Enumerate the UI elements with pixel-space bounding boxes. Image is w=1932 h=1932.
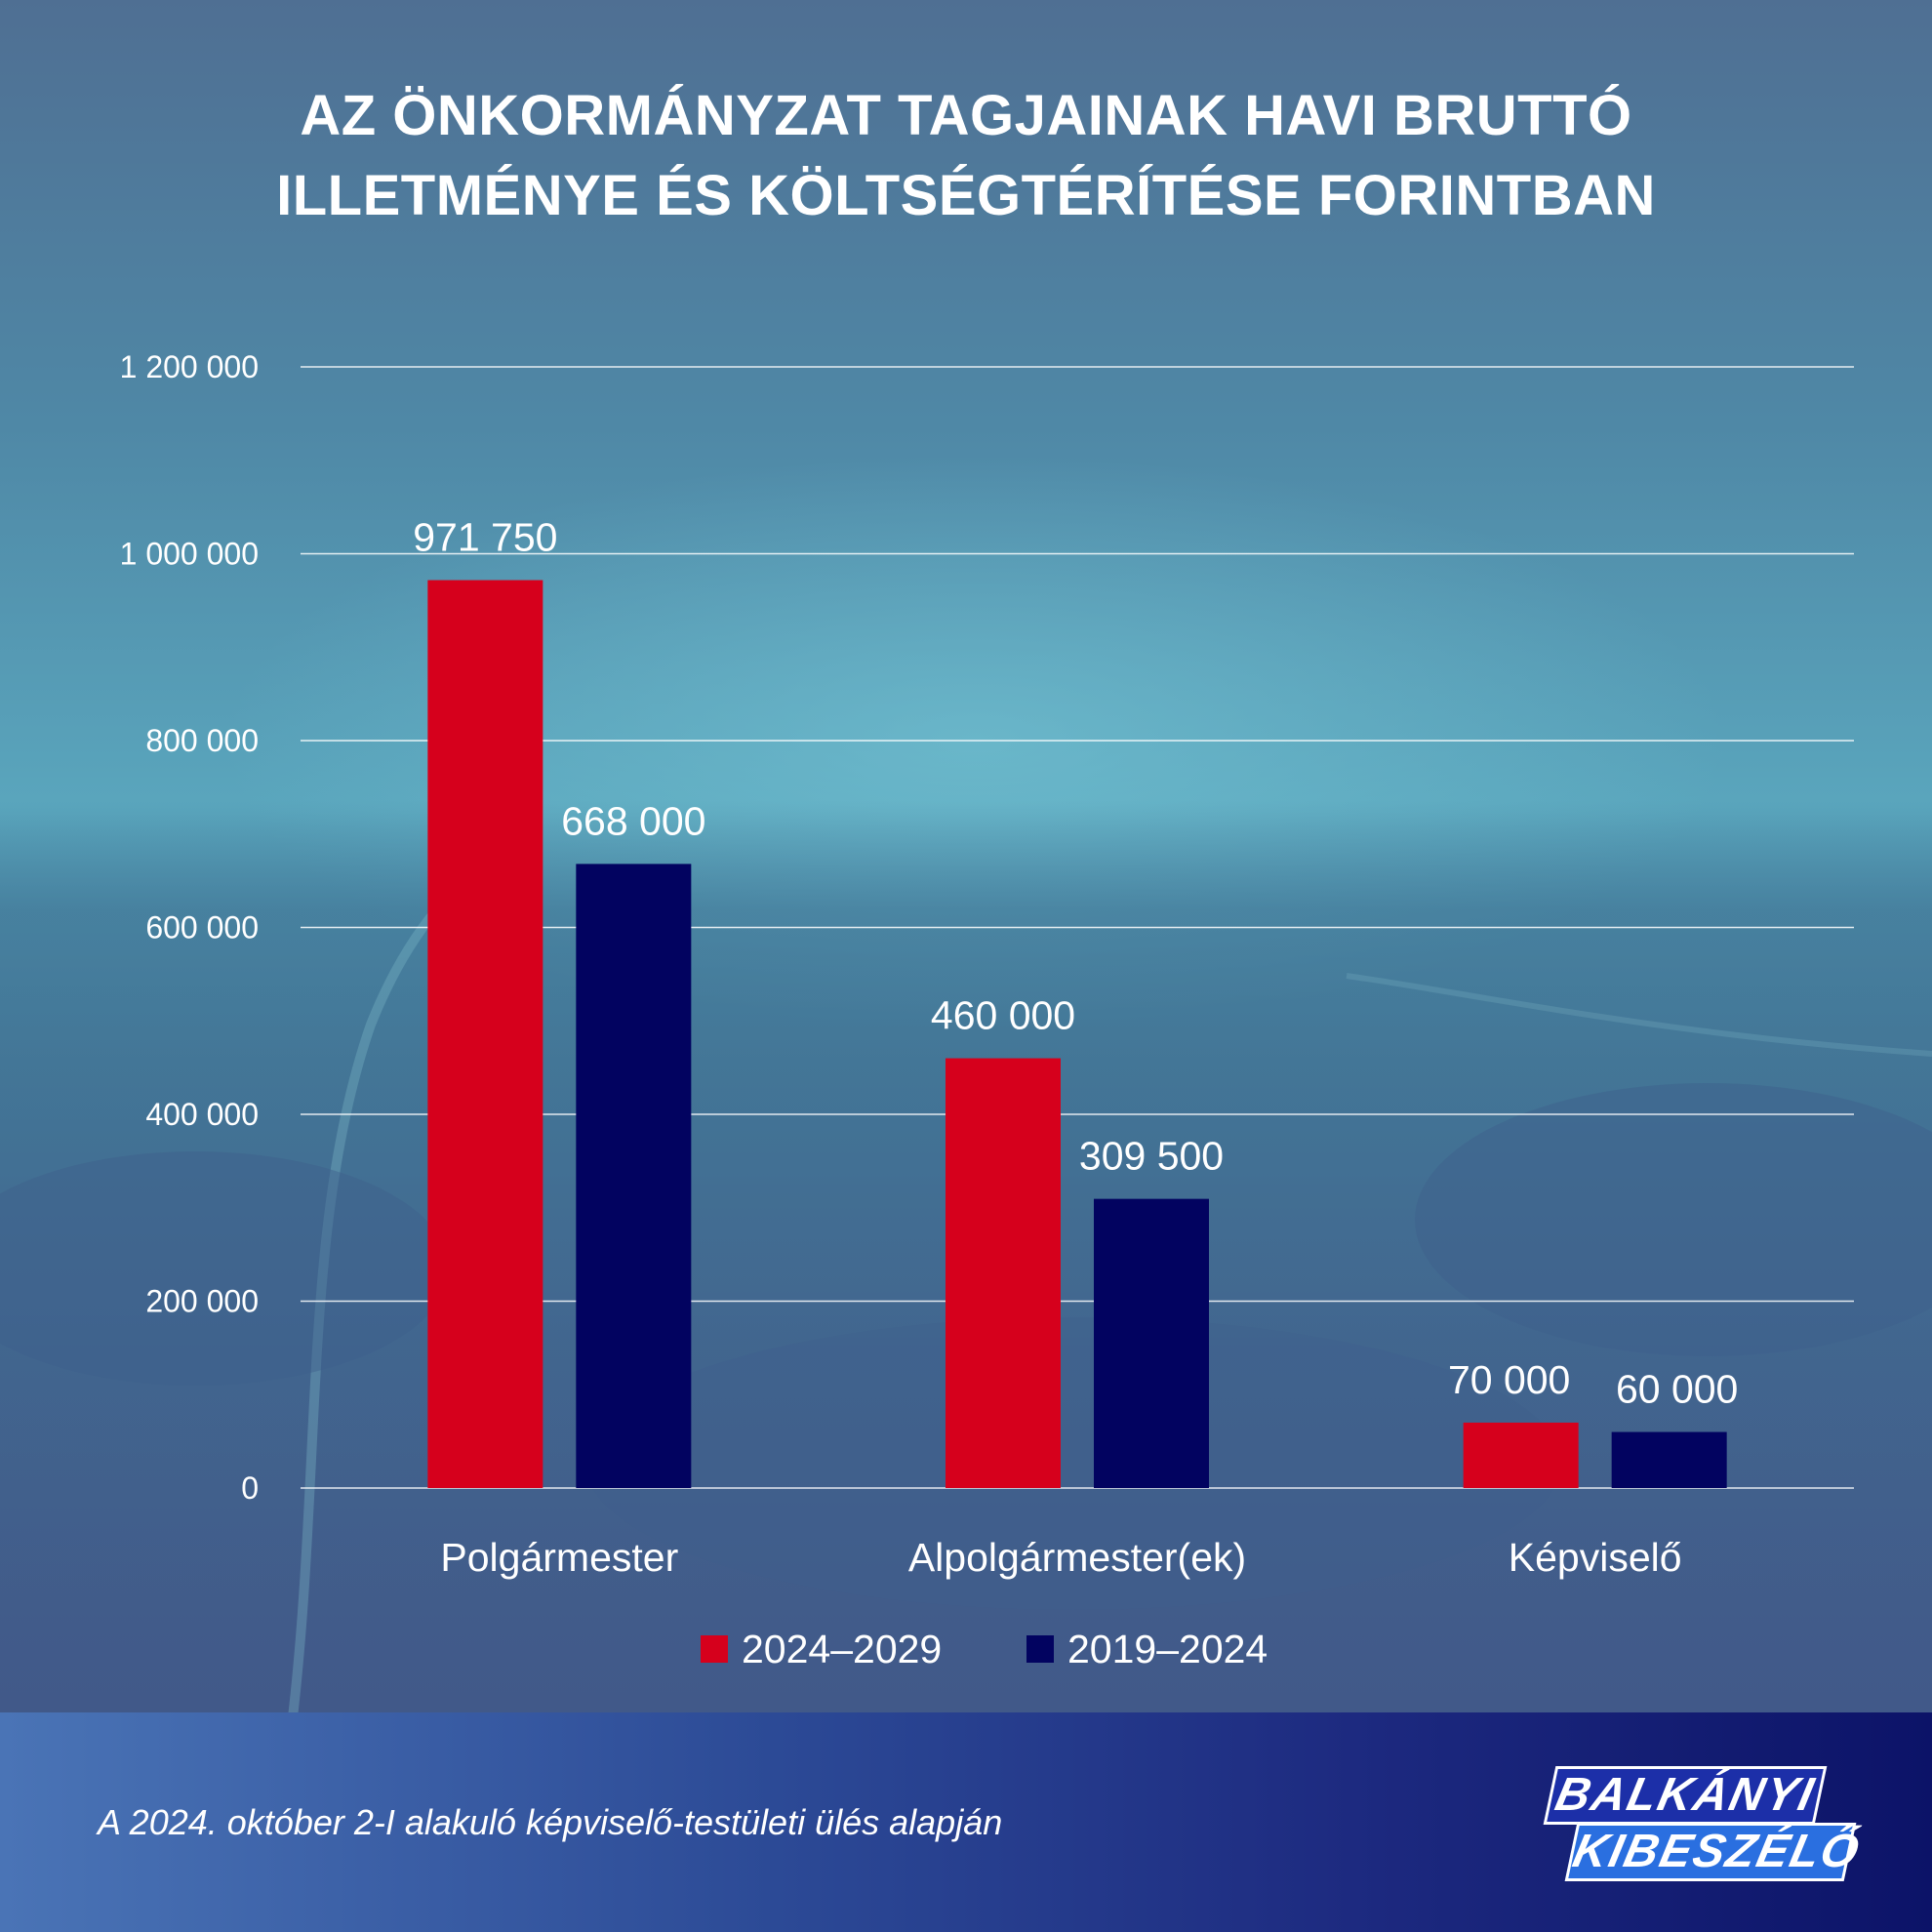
- data-label: 309 500: [1079, 1134, 1224, 1179]
- y-tick-label: 0: [241, 1470, 259, 1506]
- category-label: Képviselő: [1509, 1535, 1682, 1580]
- y-tick-label: 200 000: [145, 1284, 259, 1319]
- y-tick-label: 400 000: [145, 1097, 259, 1132]
- legend-swatch: [1026, 1635, 1054, 1663]
- title-line-2: ILLETMÉNYE ÉS KÖLTSÉGTÉRÍTÉSE FORINTBAN: [276, 164, 1656, 227]
- legend-label: 2024–2029: [742, 1627, 942, 1671]
- category-label: Alpolgármester(ek): [908, 1535, 1246, 1580]
- y-tick-label: 1 000 000: [120, 537, 259, 572]
- footer-bar: A 2024. október 2-I alakuló képviselő-te…: [0, 1712, 1932, 1932]
- y-axis-tick-labels: 0 200 000 400 000 600 000 800 000 1 000 000 1 …: [120, 349, 259, 1506]
- bar-chart: 0 200 000 400 000 600 000 800 000 1 000 000 1 …: [120, 349, 1854, 1671]
- bar: [946, 1058, 1061, 1488]
- data-label: 60 000: [1616, 1367, 1738, 1412]
- gridlines: [301, 366, 1854, 1489]
- y-tick-label: 600 000: [145, 910, 259, 946]
- y-tick-label: 1 200 000: [120, 349, 259, 384]
- y-tick-label: 800 000: [145, 723, 259, 758]
- logo-line-2: KIBESZÉLŐ: [1564, 1823, 1865, 1881]
- data-label: 668 000: [561, 798, 705, 843]
- data-label: 460 000: [931, 993, 1075, 1038]
- title-line-1: AZ ÖNKORMÁNYZAT TAGJAINAK HAVI BRUTTÓ: [300, 84, 1632, 147]
- data-label: 971 750: [413, 515, 557, 560]
- legend: 2024–2029 2019–2024: [701, 1627, 1268, 1671]
- category-label: Polgármester: [440, 1535, 678, 1580]
- bar: [1611, 1431, 1727, 1488]
- legend-label: 2019–2024: [1067, 1627, 1268, 1671]
- x-axis-category-labels: Polgármester Alpolgármester(ek) Képviselő: [440, 1535, 1681, 1580]
- brand-logo: BALKÁNYI KIBESZÉLŐ: [1542, 1766, 1865, 1888]
- data-labels: 971 750 668 000 460 000 309 500 70 000 60 000: [413, 515, 1738, 1412]
- bar: [1463, 1422, 1579, 1488]
- data-label: 70 000: [1448, 1357, 1570, 1402]
- source-note: A 2024. október 2-I alakuló képviselő-te…: [98, 1802, 1003, 1842]
- logo-line-1: BALKÁNYI: [1543, 1766, 1828, 1825]
- chart-title: AZ ÖNKORMÁNYZAT TAGJAINAK HAVI BRUTTÓ IL…: [0, 76, 1932, 236]
- legend-swatch: [701, 1635, 728, 1663]
- bars: [427, 580, 1727, 1488]
- bar: [576, 864, 692, 1488]
- bar: [427, 580, 543, 1488]
- bar: [1094, 1198, 1209, 1488]
